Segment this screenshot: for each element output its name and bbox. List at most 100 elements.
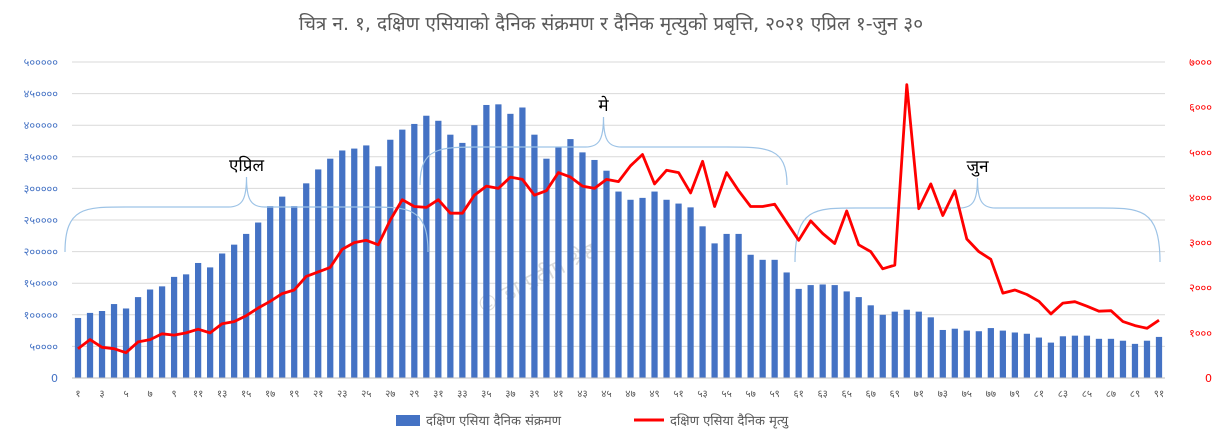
infection-bar: [146, 289, 154, 378]
infection-bar: [411, 123, 418, 378]
infection-bar: [219, 253, 226, 378]
x-tick-label: ७९: [1010, 389, 1020, 400]
x-tick-label: २१: [313, 389, 323, 400]
x-tick-label: ३५: [481, 389, 491, 400]
death-line: [77, 83, 1160, 355]
x-tick-label: ७५: [962, 389, 972, 400]
x-tick-label: ७३: [938, 389, 948, 400]
x-tick-label: २५: [361, 389, 371, 400]
infection-bar: [531, 134, 538, 378]
infection-bar: [891, 311, 898, 378]
infection-bar: [603, 170, 610, 378]
infection-bar: [879, 314, 886, 378]
infection-bar: [579, 152, 586, 378]
infection-bar: [987, 328, 994, 378]
infection-bar: [963, 330, 970, 378]
infection-bar: [351, 148, 358, 378]
infection-bar: [507, 113, 514, 378]
infection-bar: [255, 222, 262, 378]
x-tick-label: ३७: [505, 389, 515, 400]
infection-bar: [435, 120, 442, 378]
infection-bar: [170, 276, 178, 378]
x-tick-label: ७७: [986, 389, 996, 400]
x-tick-label: ५९: [769, 389, 779, 400]
infection-bar: [795, 288, 802, 378]
infection-bar: [723, 233, 730, 378]
infection-bar: [1095, 338, 1103, 378]
infection-bar: [387, 139, 394, 378]
infection-bar: [122, 308, 130, 378]
infection-bar: [627, 199, 634, 378]
month-braces: एप्रिल मे जुन: [64, 95, 1161, 263]
infection-bar: [315, 169, 322, 378]
x-tick-label: ६७: [866, 389, 876, 400]
infection-bar: [459, 142, 466, 378]
left-y-tick-label: ५०००००: [24, 56, 59, 69]
infection-bar: [819, 284, 826, 378]
infection-bar: [399, 129, 406, 378]
left-y-tick-label: ३५००००: [24, 151, 59, 164]
x-tick-label: ११: [193, 389, 203, 400]
infection-bar: [555, 147, 562, 378]
left-y-tick-label: २०००००: [24, 246, 59, 259]
infection-bar: [182, 274, 190, 378]
right-y-axis: 0 १००० २००० ३००० ४००० ५००० ६००० ७०००: [1189, 56, 1212, 385]
infection-bar: [86, 312, 94, 378]
infection-bar: [1035, 337, 1043, 378]
x-tick-label: ७१: [914, 389, 924, 400]
left-y-tick-label: २५००००: [24, 214, 59, 227]
right-y-tick-label: ४०००: [1189, 191, 1212, 204]
infection-bar: [423, 115, 430, 378]
right-y-tick-label: 0: [1205, 372, 1212, 385]
x-tick-label: ८७: [1106, 389, 1116, 400]
month-label: जुन: [966, 157, 989, 177]
x-tick-label: २९: [409, 389, 419, 400]
infection-bar: [1131, 343, 1139, 378]
infection-bar: [903, 309, 910, 378]
infection-bar: [291, 206, 298, 378]
left-y-tick-label: ५००००: [29, 340, 58, 353]
x-tick-label: ४१: [553, 389, 563, 400]
infection-bar: [663, 199, 670, 378]
infection-bar: [267, 206, 274, 378]
left-y-tick-label: 0: [51, 372, 58, 385]
month-label: एप्रिल: [229, 155, 264, 176]
x-tick-label: ६९: [890, 389, 900, 400]
infection-bar: [303, 183, 310, 378]
x-tick-label: ७: [147, 389, 152, 400]
infection-bar: [1071, 335, 1079, 378]
x-tick-label: १: [75, 389, 80, 400]
left-y-tick-label: १५००००: [24, 277, 59, 290]
x-tick-label: ३: [99, 389, 104, 400]
infection-bar: [279, 196, 286, 378]
x-tick-label: १७: [265, 389, 275, 400]
right-y-tick-label: ३०००: [1189, 237, 1212, 250]
x-tick-label: ५१: [673, 389, 683, 400]
infection-bar: [447, 134, 454, 378]
infection-bar: [783, 272, 790, 378]
infection-bar: [231, 244, 238, 378]
x-tick-label: ८५: [1082, 389, 1092, 400]
x-tick-label: ४९: [649, 389, 659, 400]
infection-bar: [1119, 340, 1127, 378]
infection-bar: [675, 203, 682, 378]
infection-bar: [567, 139, 574, 378]
x-tick-label: ४५: [601, 389, 611, 400]
infection-bars: [74, 104, 1163, 379]
month-brace: [794, 177, 1161, 263]
infection-bar: [1023, 333, 1030, 378]
month-label: मे: [598, 95, 609, 116]
month-brace: [64, 176, 429, 253]
infection-bar: [363, 145, 370, 378]
infection-bar: [1059, 336, 1067, 378]
infection-bar: [999, 330, 1006, 378]
x-tick-label: ५३: [697, 389, 707, 400]
infection-bar: [1143, 340, 1151, 378]
infection-bar: [1155, 336, 1163, 378]
x-tick-label: १९: [289, 389, 299, 400]
infection-bar: [867, 305, 874, 378]
infection-bar: [807, 285, 814, 378]
infection-bar: [711, 243, 718, 378]
x-tick-label: ६५: [842, 389, 852, 400]
